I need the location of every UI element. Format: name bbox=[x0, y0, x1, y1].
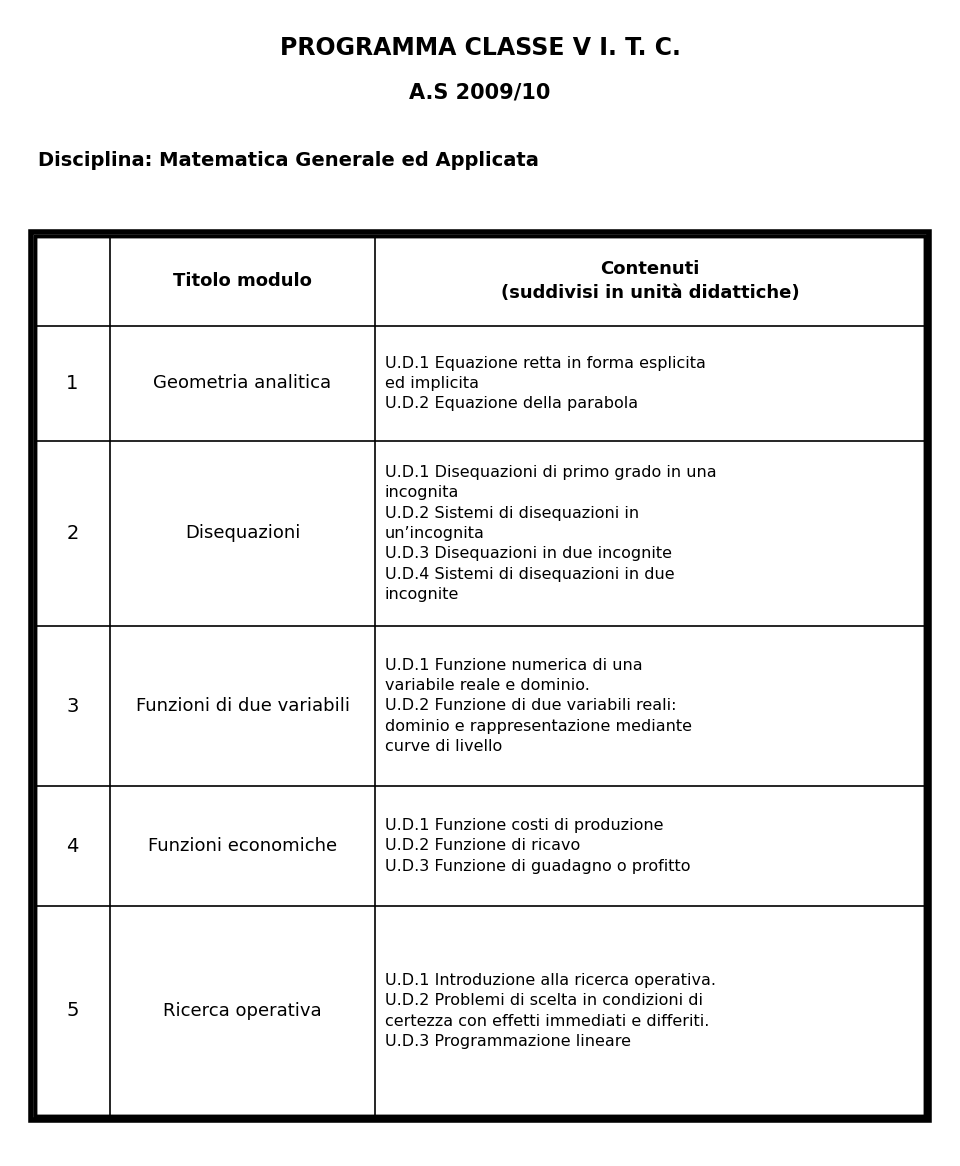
Text: Funzioni di due variabili: Funzioni di due variabili bbox=[135, 697, 349, 715]
Text: PROGRAMMA CLASSE V I. T. C.: PROGRAMMA CLASSE V I. T. C. bbox=[279, 36, 681, 59]
Text: Disequazioni: Disequazioni bbox=[185, 525, 300, 542]
Text: U.D.1 Funzione numerica di una
variabile reale e dominio.
U.D.2 Funzione di due : U.D.1 Funzione numerica di una variabile… bbox=[385, 658, 692, 754]
Text: 1: 1 bbox=[66, 374, 79, 393]
Text: 5: 5 bbox=[66, 1002, 79, 1020]
Text: Contenuti
(suddivisi in unità didattiche): Contenuti (suddivisi in unità didattiche… bbox=[501, 260, 800, 302]
Text: Disciplina: Matematica Generale ed Applicata: Disciplina: Matematica Generale ed Appli… bbox=[38, 152, 539, 170]
Text: 3: 3 bbox=[66, 696, 79, 716]
Text: U.D.1 Funzione costi di produzione
U.D.2 Funzione di ricavo
U.D.3 Funzione di gu: U.D.1 Funzione costi di produzione U.D.2… bbox=[385, 819, 690, 873]
Text: 2: 2 bbox=[66, 524, 79, 543]
Text: A.S 2009/10: A.S 2009/10 bbox=[409, 83, 551, 103]
Text: U.D.1 Disequazioni di primo grado in una
incognita
U.D.2 Sistemi di disequazioni: U.D.1 Disequazioni di primo grado in una… bbox=[385, 465, 716, 602]
Bar bbox=[31, 232, 929, 1121]
Text: Ricerca operativa: Ricerca operativa bbox=[163, 1002, 322, 1020]
Text: U.D.1 Equazione retta in forma esplicita
ed implicita
U.D.2 Equazione della para: U.D.1 Equazione retta in forma esplicita… bbox=[385, 356, 706, 412]
Text: U.D.1 Introduzione alla ricerca operativa.
U.D.2 Problemi di scelta in condizion: U.D.1 Introduzione alla ricerca operativ… bbox=[385, 972, 716, 1049]
Bar bbox=[35, 236, 925, 1116]
Text: 4: 4 bbox=[66, 836, 79, 856]
Text: Funzioni economiche: Funzioni economiche bbox=[148, 837, 337, 855]
Text: Geometria analitica: Geometria analitica bbox=[154, 374, 331, 393]
Text: Titolo modulo: Titolo modulo bbox=[173, 272, 312, 290]
